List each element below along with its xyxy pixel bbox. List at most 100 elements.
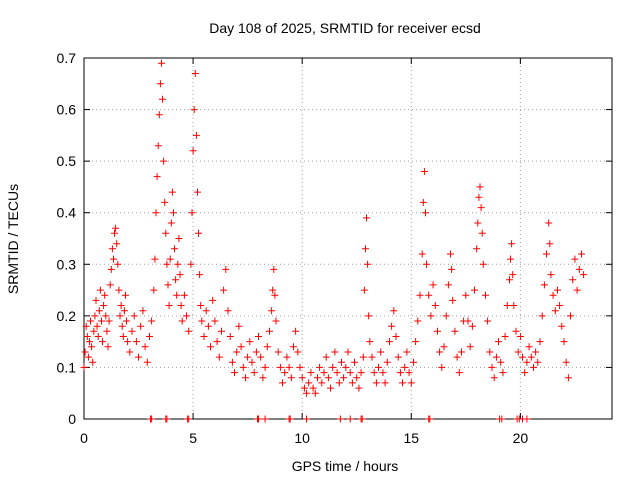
data-point <box>183 312 190 320</box>
data-point <box>503 302 511 309</box>
data-point <box>155 111 163 119</box>
data-point <box>447 250 454 258</box>
y-tick-label: 0 <box>68 411 76 427</box>
data-point <box>477 204 485 212</box>
data-point <box>340 374 348 382</box>
data-point <box>192 131 200 139</box>
data-point <box>580 271 588 279</box>
data-point <box>357 369 365 377</box>
data-point <box>344 348 352 356</box>
data-point <box>239 363 247 371</box>
data-point <box>523 415 531 423</box>
data-point <box>180 291 188 299</box>
data-point <box>255 333 262 340</box>
data-point <box>115 286 123 294</box>
data-point <box>263 343 271 351</box>
data-point <box>405 369 413 377</box>
data-point <box>167 219 175 227</box>
data-point <box>290 343 297 351</box>
data-point <box>139 307 147 315</box>
data-point <box>558 322 566 330</box>
data-point <box>113 240 121 248</box>
data-point <box>512 327 520 335</box>
data-point <box>154 142 162 150</box>
data-point <box>162 229 170 237</box>
data-point <box>156 80 164 88</box>
data-point <box>185 415 193 423</box>
data-point <box>575 265 583 273</box>
data-point <box>360 286 368 294</box>
y-tick-label: 0.6 <box>57 102 77 118</box>
data-point <box>368 353 376 361</box>
data-point <box>294 348 302 356</box>
data-point <box>90 327 98 335</box>
data-point <box>285 363 293 371</box>
data-point <box>327 384 334 392</box>
y-tick-label: 0.2 <box>57 308 77 324</box>
data-point <box>252 348 260 356</box>
data-point <box>364 260 372 268</box>
data-point <box>163 260 171 268</box>
data-point <box>270 265 278 273</box>
data-point <box>468 322 476 330</box>
data-point <box>436 348 444 356</box>
data-point <box>333 369 341 377</box>
data-point <box>311 389 319 397</box>
data-point <box>490 374 498 382</box>
data-point <box>166 255 174 263</box>
data-point <box>342 363 350 371</box>
data-point <box>538 312 546 320</box>
data-point <box>152 209 160 217</box>
data-point <box>478 229 486 237</box>
data-point <box>383 358 391 366</box>
data-point <box>476 183 484 191</box>
data-point <box>222 265 230 273</box>
data-point <box>111 229 118 237</box>
data-point <box>510 302 518 309</box>
x-tick-label: 5 <box>189 430 197 446</box>
data-point <box>81 348 89 356</box>
data-point <box>451 327 459 335</box>
data-point <box>286 415 294 423</box>
data-point <box>527 353 535 361</box>
data-point <box>148 317 156 325</box>
data-point <box>276 363 284 371</box>
y-tick-label: 0.1 <box>57 359 77 375</box>
data-point <box>261 415 269 423</box>
data-point <box>562 358 570 366</box>
data-point <box>174 260 182 268</box>
data-point <box>462 291 470 299</box>
data-point <box>92 296 100 304</box>
data-point <box>298 374 306 382</box>
data-point <box>172 276 180 284</box>
data-point <box>329 363 337 371</box>
data-point <box>440 343 448 351</box>
data-point <box>173 291 181 299</box>
data-point <box>124 338 132 346</box>
data-point <box>479 260 487 268</box>
data-point <box>215 353 223 361</box>
data-point <box>567 312 574 320</box>
data-point <box>242 374 249 382</box>
data-point <box>359 353 367 361</box>
data-point <box>235 322 243 330</box>
data-point <box>112 224 120 232</box>
data-point <box>336 415 344 423</box>
data-point <box>466 343 474 351</box>
data-point <box>410 358 417 366</box>
data-point <box>455 369 463 377</box>
data-point <box>331 348 339 356</box>
data-point <box>303 415 310 423</box>
data-point <box>165 302 173 309</box>
data-point <box>464 317 472 325</box>
data-point <box>573 286 581 294</box>
data-point <box>120 307 128 315</box>
data-point <box>300 384 308 392</box>
data-point <box>188 209 196 217</box>
data-point <box>482 291 489 299</box>
data-point <box>228 358 236 366</box>
data-point <box>571 255 579 263</box>
data-point <box>473 245 481 253</box>
data-point <box>209 296 217 304</box>
data-point <box>549 291 557 299</box>
